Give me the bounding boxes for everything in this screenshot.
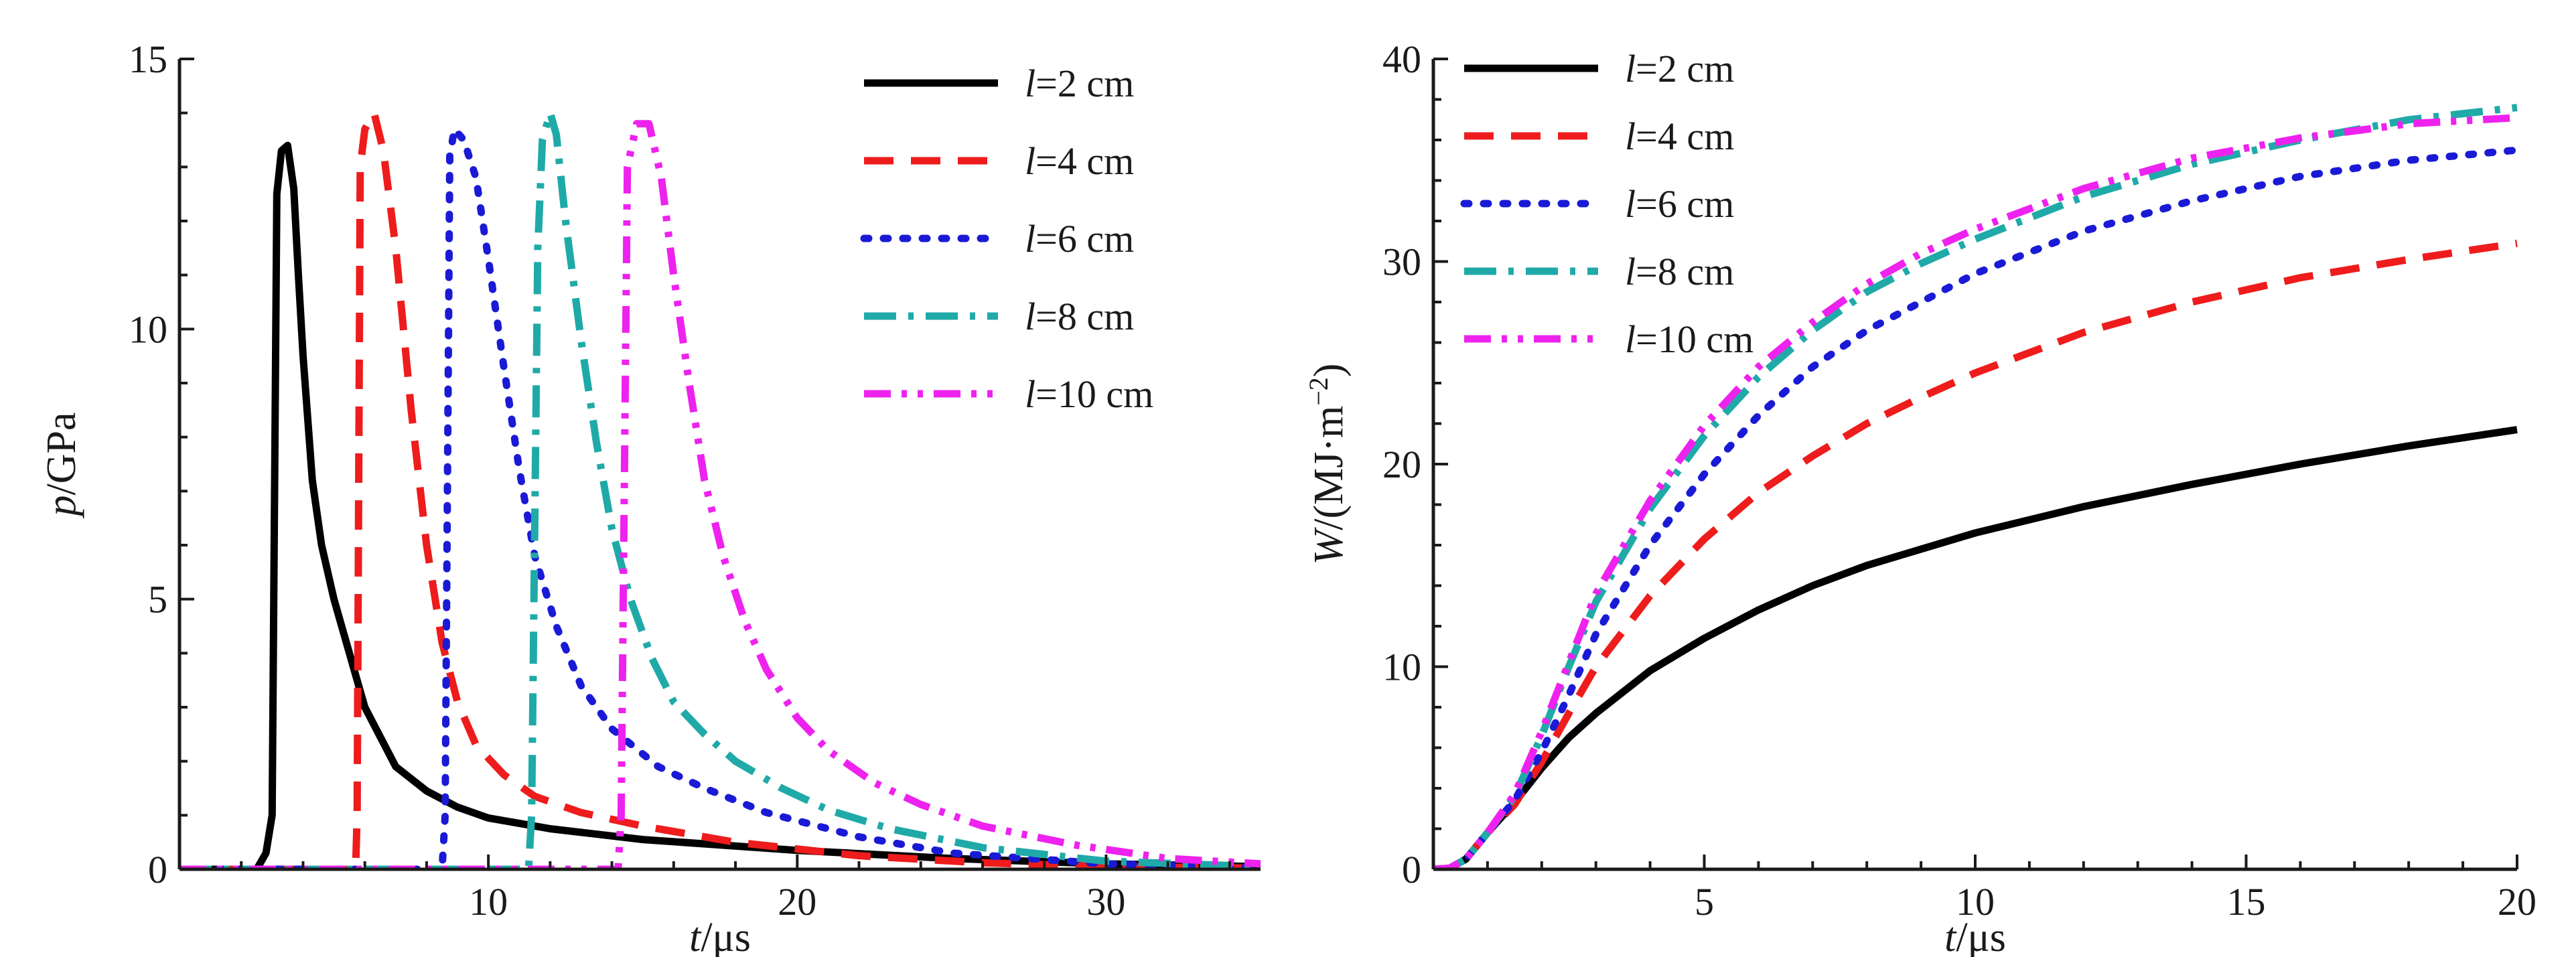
pressure-y-tick-label: 15 (129, 38, 167, 81)
energy-chart-panel: 0 10 20 30 40 5 10 15 20 t/μs W/(MJ·m−2) l=2 cm l=4 … (1303, 38, 2537, 957)
energy-legend-label-3: l=6 cm (1625, 182, 1734, 226)
energy-series-lines (1433, 104, 2521, 869)
pressure-y-tick-label: 0 (148, 848, 167, 891)
energy-series-line-5 (1433, 114, 2518, 869)
pressure-legend-label-4: l=8 cm (1025, 295, 1134, 338)
energy-y-tick-label: 40 (1382, 38, 1421, 81)
pressure-series-line-1 (180, 141, 1261, 869)
energy-x-axis-label: t/μs (1944, 915, 2006, 957)
pressure-y-tick-label: 10 (129, 307, 167, 351)
pressure-legend-label-3: l=6 cm (1025, 217, 1134, 261)
energy-series-line-1 (1433, 426, 2518, 869)
energy-x-tick-label: 10 (1956, 880, 1995, 924)
energy-x-tick-label: 20 (2498, 880, 2536, 924)
pressure-series-lines (180, 109, 1265, 869)
energy-y-tick-label: 0 (1402, 848, 1421, 891)
pressure-y-axis-label: p/GPa (39, 413, 84, 519)
pressure-series-line-5 (180, 120, 1261, 869)
energy-series-line-4 (1433, 104, 2518, 869)
energy-legend: l=2 cm l=4 cm l=6 cm l=8 cm l=10 cm (1460, 47, 1754, 361)
energy-series-line-2 (1433, 239, 2518, 869)
pressure-legend: l=2 cm l=4 cm l=6 cm l=8 cm l=10 cm (860, 62, 1153, 416)
energy-x-tick-label: 5 (1695, 880, 1714, 924)
energy-legend-label-4: l=8 cm (1625, 250, 1734, 293)
energy-y-axis-label: W/(MJ·m−2) (1303, 364, 1352, 565)
energy-series-line-3 (1433, 146, 2521, 869)
pressure-legend-label-2: l=4 cm (1025, 139, 1134, 183)
pressure-legend-label-5: l=10 cm (1025, 372, 1153, 416)
energy-y-tick-label: 30 (1382, 240, 1421, 284)
pressure-x-tick-label: 30 (1086, 880, 1125, 924)
energy-legend-label-2: l=4 cm (1625, 115, 1734, 158)
pressure-series-line-4 (180, 109, 1261, 869)
pressure-series-line-2 (180, 109, 1261, 869)
energy-y-tick-label: 20 (1382, 443, 1421, 486)
pressure-y-tick-label: 5 (148, 578, 167, 621)
energy-y-tick-label: 10 (1382, 646, 1421, 689)
pressure-x-axis-label: t/μs (689, 915, 751, 957)
energy-legend-label-5: l=10 cm (1625, 317, 1754, 361)
pressure-x-tick-label: 20 (778, 880, 816, 924)
energy-x-tick-label: 15 (2227, 880, 2266, 924)
pressure-x-tick-label: 10 (469, 880, 508, 924)
energy-legend-label-1: l=2 cm (1625, 47, 1734, 90)
pressure-legend-label-1: l=2 cm (1025, 62, 1134, 105)
